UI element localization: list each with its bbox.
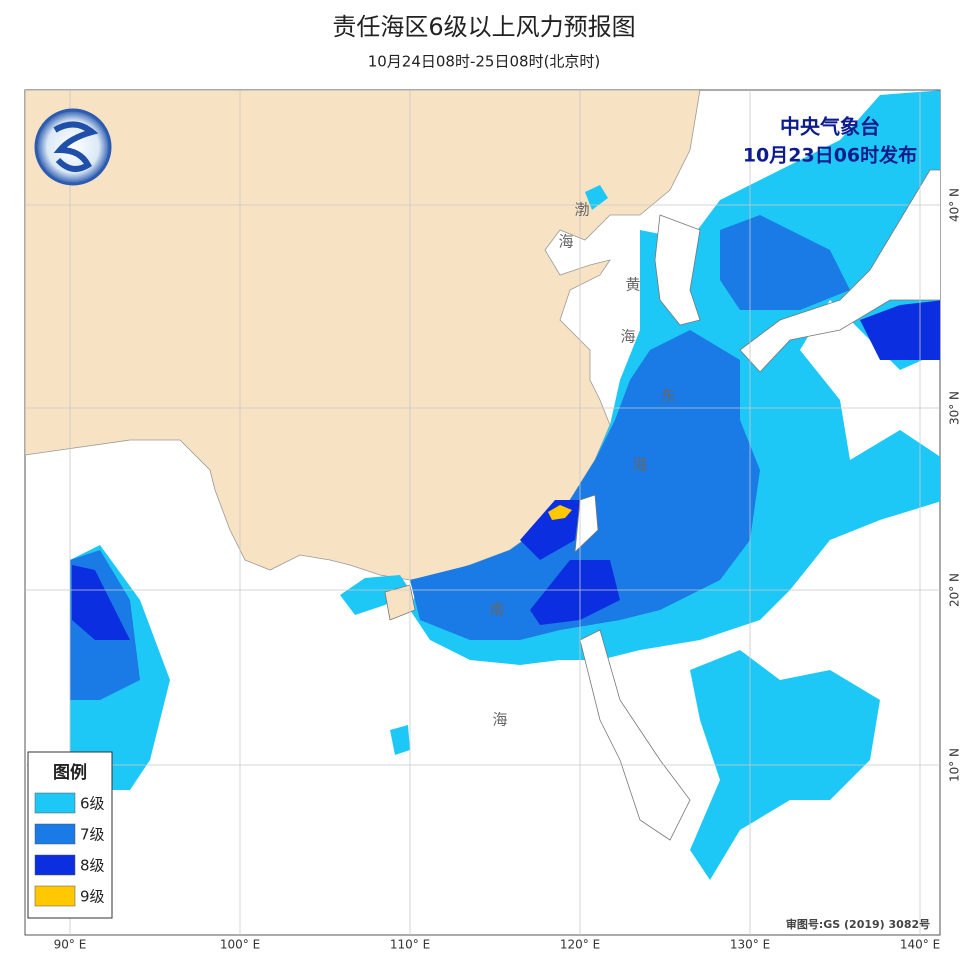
longitude-label: 130° E [730,938,770,952]
sea-label: 海 [620,328,635,346]
latitude-label: 10° N [948,748,962,782]
latitude-label: 40° N [948,188,962,222]
wind-zone [72,565,130,640]
sea-label: 渤 [574,201,589,219]
legend-label: 7级 [80,826,105,844]
wind-zones [70,90,940,880]
legend-label: 9级 [80,888,105,906]
legend-title: 图例 [53,762,87,783]
axis-labels: 90° E 100° E 110° E 120° E 130° E 140° E 40° N… [54,188,962,952]
legend-swatch [34,885,76,907]
sea-label: 南 [489,601,504,619]
subtitle: 10月24日08时-25日08时(北京时) [368,53,601,71]
sea-label: 海 [492,711,507,729]
wind-zone [585,185,608,210]
issue-time: 10月23日06时发布 [743,144,917,167]
title: 责任海区6级以上风力预报图 [332,13,635,41]
approval-number: 审图号:GS (2019) 3082号 [786,917,930,931]
longitude-label: 120° E [560,938,600,952]
legend-label: 6级 [80,795,105,813]
longitude-label: 90° E [54,938,87,952]
map-layers [25,90,940,935]
wind-zone [530,560,620,625]
latitude-label: 20° N [948,573,962,607]
latitude-label: 30° N [948,391,962,425]
sea-label: 海 [558,233,573,251]
longitude-label: 140° E [900,938,940,952]
legend-label: 8级 [80,857,105,875]
land-overlays [384,169,940,841]
wind-zone [410,330,760,640]
legend-swatch [34,792,76,814]
legend: 图例 6级 7级 8级 9级 [27,751,113,919]
legend-swatch [34,854,76,876]
philippines [579,629,691,841]
japan [739,169,940,373]
wind-zone [390,725,410,755]
wind-zone [340,575,410,615]
legend-items: 6级 7级 8级 9级 [34,792,105,907]
sea-label: 黄 [625,276,640,294]
logo [34,108,112,186]
longitude-label: 110° E [390,938,430,952]
longitude-label: 100° E [220,938,260,952]
sea-label: 东 [660,387,675,405]
korea [654,214,701,326]
hainan [384,584,416,621]
wind-zone [548,505,572,520]
legend-swatch [34,823,76,845]
taiwan [574,494,599,554]
issuer: 中央气象台 [780,115,880,139]
wind-zone [720,215,850,310]
sea-label: 海 [632,456,647,474]
